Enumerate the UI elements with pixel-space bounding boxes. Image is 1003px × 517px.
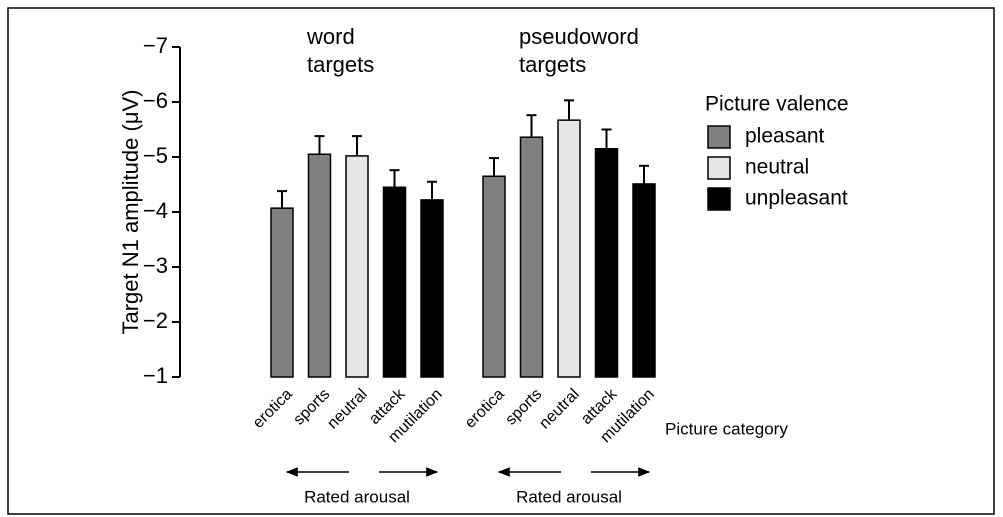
legend-swatch: [707, 125, 731, 149]
y-tick-label: −4: [143, 198, 168, 223]
bar: [382, 186, 407, 378]
bar: [482, 175, 506, 378]
bar: [519, 136, 544, 378]
group-label: word targets: [306, 24, 374, 77]
bar: [270, 207, 294, 378]
y-tick-label: −6: [143, 88, 168, 113]
y-tick-label: −2: [143, 308, 168, 333]
legend-label: pleasant: [745, 125, 825, 148]
bar: [557, 119, 581, 378]
annotation: Rated arousal: [304, 487, 410, 506]
x-tick-label: erotica: [250, 386, 296, 432]
legend-label: neutral: [745, 156, 809, 179]
bar: [420, 199, 444, 378]
legend-swatch: [707, 156, 731, 180]
bar: [632, 183, 656, 378]
x-tick-label: neutral: [536, 386, 583, 433]
bar: [307, 153, 332, 378]
bar: [345, 155, 369, 378]
annotation: Rated arousal: [516, 487, 622, 506]
x-tick-label: neutral: [324, 386, 371, 433]
y-tick-label: −3: [143, 253, 168, 278]
y-tick-label: −7: [143, 33, 168, 58]
legend-swatch: [707, 187, 731, 211]
bar: [594, 148, 619, 378]
legend-title: Picture valence: [705, 93, 849, 116]
group-label: pseudoword targets: [519, 24, 639, 77]
y-tick-label: −5: [143, 143, 168, 168]
x-axis-label: Picture category: [665, 419, 788, 438]
x-tick-label: erotica: [462, 386, 508, 432]
y-axis-label: Target N1 amplitude (μV): [118, 90, 143, 335]
frame: [7, 7, 995, 515]
legend-label: unpleasant: [745, 187, 848, 210]
y-tick-label: −1: [143, 363, 168, 388]
